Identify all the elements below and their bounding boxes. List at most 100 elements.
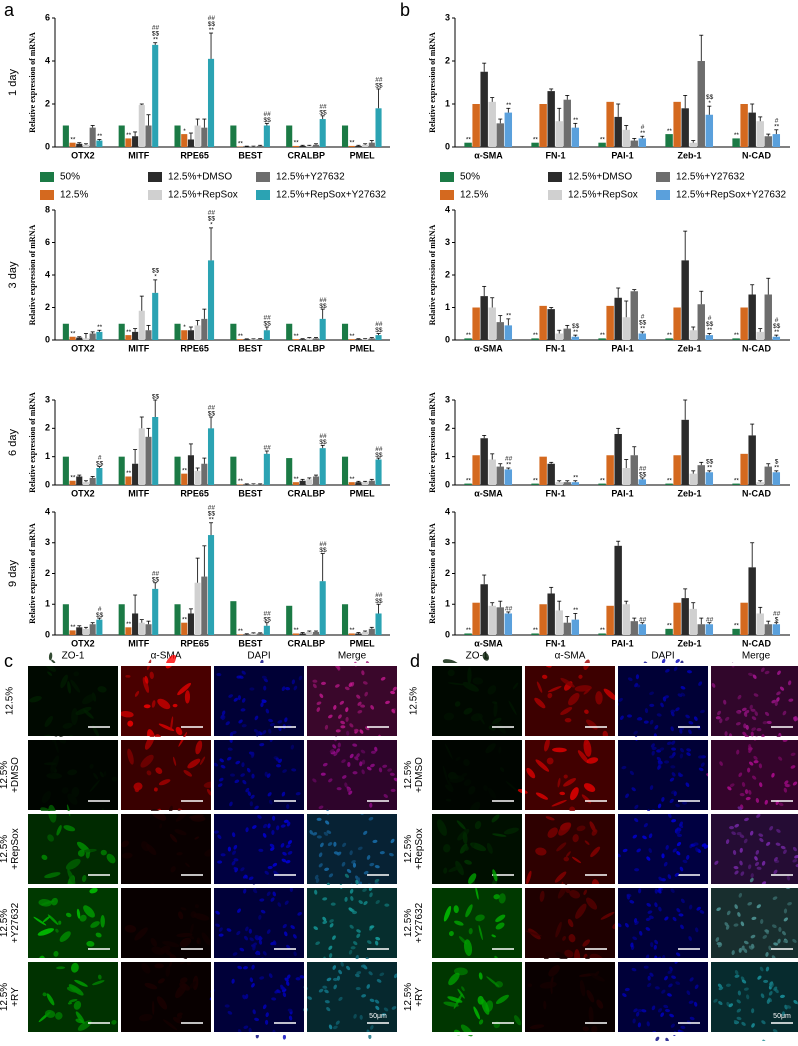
bar (740, 603, 747, 635)
bar (623, 130, 630, 147)
micrograph-feature (44, 762, 57, 765)
bar (181, 474, 187, 485)
error-bar (370, 338, 374, 339)
bar (698, 624, 705, 635)
bar (145, 330, 151, 340)
error-bar (498, 316, 502, 323)
bar (375, 460, 381, 486)
x-tick-label: MITF (128, 150, 149, 160)
error-bar (196, 468, 200, 471)
bar (639, 479, 646, 485)
chart-title: 6 day (7, 429, 19, 456)
bar (174, 604, 180, 635)
error-bar (307, 338, 311, 339)
error-bar (356, 481, 360, 482)
micrograph-feature (729, 826, 734, 829)
bar (732, 629, 739, 635)
micrograph-feature (627, 714, 632, 717)
error-bar (314, 144, 318, 145)
significance-label: ** (466, 332, 472, 339)
bar (188, 330, 194, 340)
y-tick-label: 0 (45, 479, 50, 489)
micrograph-bg (307, 962, 397, 1032)
error-bar (691, 603, 695, 609)
bar (556, 121, 563, 147)
significance-label: $$ (96, 460, 104, 467)
bar (90, 128, 96, 147)
error-bar (301, 633, 305, 634)
error-bar (750, 424, 754, 435)
bar (201, 464, 207, 485)
bar (564, 100, 571, 147)
micrograph (27, 652, 120, 750)
significance-label: $$ (375, 327, 383, 334)
bar (614, 434, 621, 485)
significance-label: ** (294, 140, 300, 147)
micrograph (120, 653, 213, 747)
bar (572, 620, 579, 635)
significance-label: ** (774, 124, 780, 131)
error-bar (498, 601, 502, 607)
micrograph-feature (317, 818, 322, 821)
significance-label: ** (667, 128, 673, 135)
x-tick-label: CRALBP (288, 150, 326, 160)
significance-label: ** (350, 140, 356, 147)
legend-label: 12.5% (460, 190, 488, 201)
bar (369, 481, 375, 485)
error-bar (482, 575, 486, 584)
error-bar (147, 621, 151, 624)
bar (174, 126, 180, 148)
bar (76, 144, 82, 147)
x-tick-label: RPE65 (180, 638, 209, 648)
micrograph-feature (283, 1035, 286, 1040)
micrograph (120, 887, 213, 962)
x-tick-label: PAI-1 (611, 150, 633, 160)
bar (230, 457, 236, 485)
bar (342, 324, 348, 340)
error-bar (77, 475, 81, 476)
bar (201, 319, 207, 340)
bar (230, 324, 236, 340)
bar (119, 457, 125, 485)
y-tick-label: 4 (45, 506, 50, 516)
error-bar (766, 134, 770, 136)
chart-title: 1 day (7, 69, 19, 96)
bar (757, 613, 764, 635)
bar (355, 482, 361, 485)
x-tick-label: Zeb-1 (677, 150, 701, 160)
bar (264, 126, 270, 148)
y-tick-label: 0 (445, 479, 450, 489)
micrograph-bg (28, 666, 118, 736)
column-header: Merge (742, 651, 771, 662)
bar (188, 613, 194, 635)
legend-swatch (548, 190, 562, 200)
bar (208, 59, 214, 147)
x-tick-label: PMEL (350, 638, 376, 648)
micrograph: 50μm (302, 955, 398, 1040)
bar (639, 624, 646, 635)
error-bar (565, 481, 569, 482)
bar (125, 477, 131, 486)
error-bar (258, 145, 262, 146)
bar (665, 629, 672, 635)
error-bar (84, 481, 88, 482)
significance-label: ** (209, 27, 215, 34)
significance-label: ** (466, 477, 472, 484)
bar (132, 613, 138, 635)
error-bar (301, 145, 305, 146)
bar (195, 583, 201, 635)
error-bar (758, 607, 762, 613)
error-bar (632, 138, 636, 140)
bar (539, 604, 546, 635)
error-bar (699, 462, 703, 465)
row-label: +RepSox (10, 828, 21, 869)
column-header: α-SMA (555, 651, 586, 662)
x-tick-label: α-SMA (474, 638, 503, 648)
row-label: +DMSO (414, 757, 425, 793)
bar (665, 134, 672, 147)
micrograph (614, 658, 710, 742)
error-bar (632, 618, 636, 621)
y-tick-label: 0 (45, 629, 50, 639)
row-label: 12.5% (0, 835, 10, 863)
bar (505, 325, 512, 340)
